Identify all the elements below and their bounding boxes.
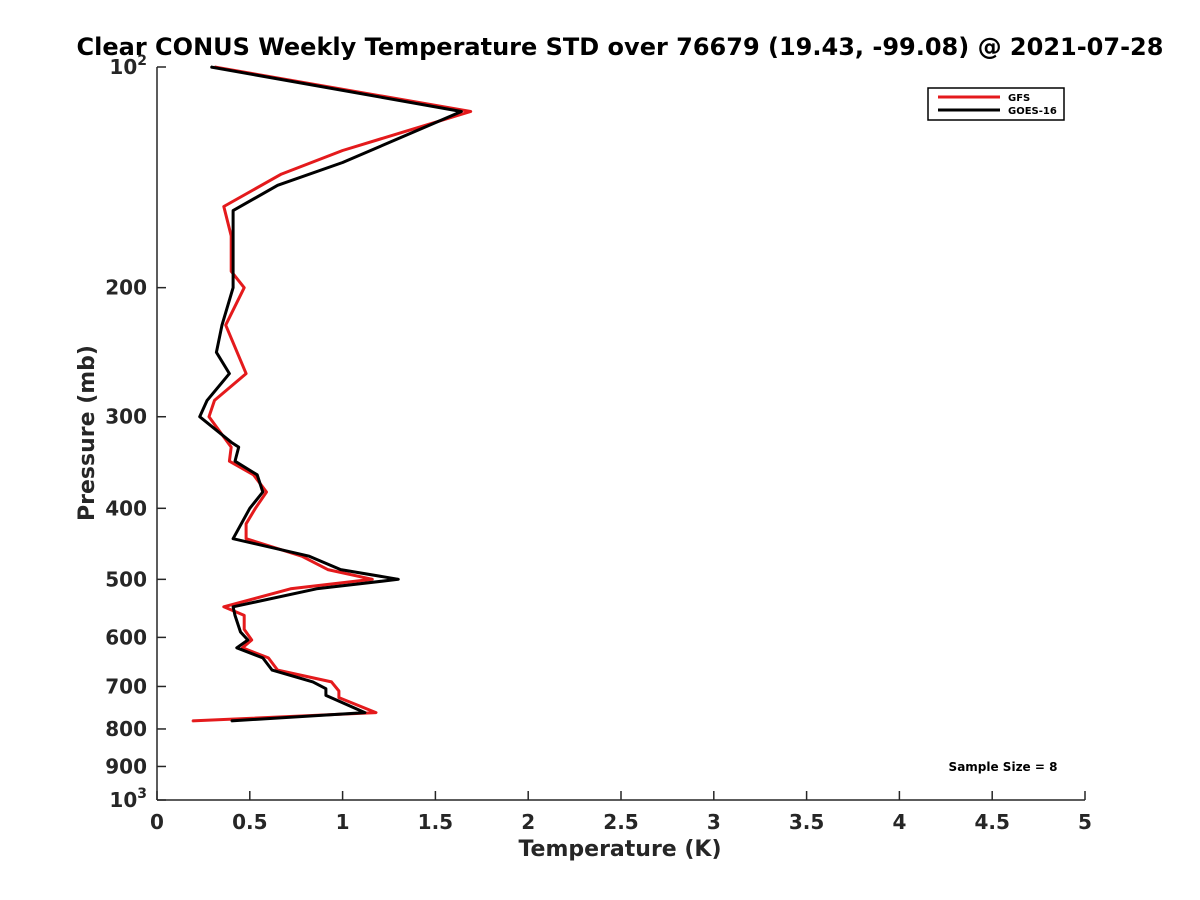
data-point [228,372,231,375]
data-point [325,694,327,697]
data-point [245,537,247,540]
data-point [315,588,318,590]
x-axis-label: Temperature (K) [518,837,721,862]
series-line-goes-16 [198,65,463,723]
data-point [312,681,314,683]
data-point [245,523,247,525]
data-point [236,647,238,649]
data-point [254,507,257,510]
data-point [243,628,245,631]
data-point [245,372,247,375]
x-tick-label: 3 [707,810,721,834]
data-point [271,669,273,671]
x-tick-label: 4 [892,810,906,834]
x-tick-label: 2 [521,810,535,834]
data-point [237,446,240,448]
data-point [262,491,264,493]
legend-entry: GOES-16 [1008,106,1057,117]
data-point [230,446,232,448]
data-point [243,614,245,617]
data-point [280,173,283,175]
plot-area: 0 0.5 1 1.5 2 2.5 3 3.5 4 4.5 5 102 200 300 400 500 600 7… [105,53,1092,834]
data-point [232,286,234,289]
y-tick-label: 500 [105,567,147,591]
data-point [232,235,234,237]
data-point [223,205,225,208]
data-point [224,324,227,326]
data-point [289,588,292,590]
x-tick-label: 0 [150,810,164,834]
data-point [234,460,236,463]
data-point [215,351,218,354]
data-point [210,66,212,68]
data-point [364,711,366,714]
x-tick-label: 0.5 [232,810,267,834]
data-point [397,578,400,581]
x-tick-label: 3.5 [789,810,824,834]
y-axis-label: Pressure (mb) [75,345,100,521]
data-point [330,681,333,683]
sample-size-annotation: Sample Size = 8 [949,760,1058,774]
data-point [232,606,234,608]
data-point [325,687,327,690]
data-point [206,399,208,402]
data-point [228,460,231,463]
y-tick-label: 102 [109,53,147,79]
data-point [249,507,251,510]
legend-entry: GFS [1008,93,1030,104]
data-point [339,568,342,571]
data-point [239,631,242,633]
data-point [250,639,253,641]
x-tick-label: 5 [1078,810,1092,834]
data-point [241,647,244,649]
data-point [191,720,194,722]
data-point [247,639,249,641]
y-tick-label: 600 [105,625,147,649]
x-tick-label: 2.5 [603,810,638,834]
data-point [460,110,463,113]
data-point [338,696,340,699]
data-point [308,555,311,557]
data-point [375,711,377,714]
y-tick-label: 300 [105,405,147,429]
x-tick-label: 1 [336,810,350,834]
data-point [213,399,216,402]
data-point [469,110,472,113]
data-point [338,690,340,692]
legend: GFS GOES-16 [927,87,1065,121]
data-point [276,184,279,187]
data-point [234,614,236,617]
data-point [327,568,329,571]
data-point [341,161,344,164]
data-point [198,415,201,418]
data-point [265,491,268,493]
chart-title: Clear CONUS Weekly Temperature STD over … [77,33,1164,61]
data-point [267,657,270,659]
data-point [232,537,234,540]
data-point [341,149,344,152]
data-point [262,657,264,659]
data-point [256,474,259,476]
y-tick-label: 103 [109,786,147,812]
y-tick-label: 900 [105,754,147,778]
data-point [243,286,245,289]
x-tick-label: 1.5 [418,810,453,834]
data-point [232,270,234,273]
legend-box [927,87,1065,121]
y-tick-label: 700 [105,674,147,698]
data-point [223,606,225,608]
data-point [230,720,232,722]
y-tick-label: 800 [105,717,147,741]
data-point [232,209,234,212]
data-point [221,324,223,326]
y-tick-label: 400 [105,496,147,520]
data-point [230,441,232,444]
y-tick-label: 200 [105,276,147,300]
x-tick-label: 4.5 [974,810,1009,834]
data-point [371,578,374,581]
data-point [208,415,210,418]
